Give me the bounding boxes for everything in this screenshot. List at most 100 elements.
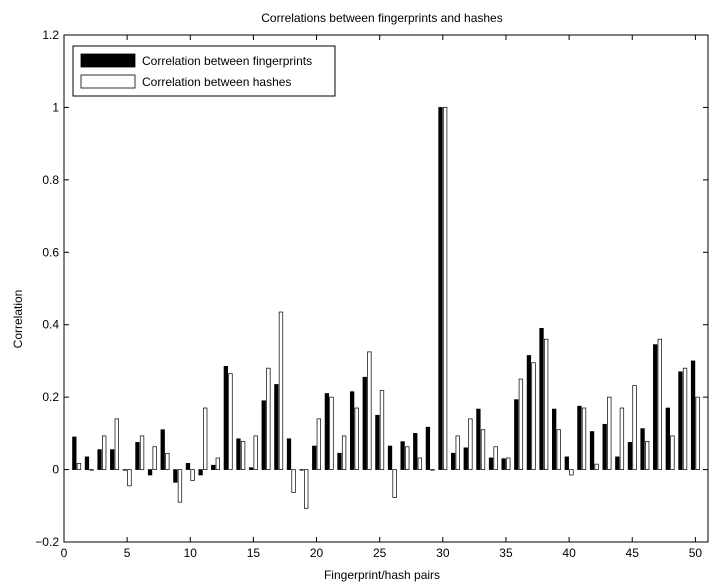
y-tick-label: 0.6 (42, 245, 59, 259)
plot-area: 0 5 10 15 20 25 30 35 40 45 50−0.200.20.40.60.811.… (35, 28, 709, 560)
y-axis-label: Correlation (11, 290, 25, 349)
bar-fingerprints (274, 384, 279, 470)
bar-hashes (442, 107, 448, 470)
bar-hashes (531, 362, 536, 470)
legend: Correlation between fingerprints Correlat… (72, 45, 336, 97)
bar-fingerprints (349, 391, 355, 470)
bar-fingerprints (425, 426, 431, 470)
bar-fingerprints (147, 469, 153, 476)
bar-hashes (670, 435, 675, 470)
bar-fingerprints (236, 438, 241, 470)
bar-fingerprints (324, 393, 330, 470)
bar-fingerprints (438, 107, 443, 470)
x-tick-label: 50 (689, 546, 703, 560)
bar-hashes (341, 435, 347, 470)
x-tick-label: 15 (247, 546, 261, 560)
bar-fingerprints (400, 441, 405, 470)
bar-fingerprints (362, 376, 367, 470)
bar-fingerprints (640, 428, 645, 470)
x-tick-label: 5 (124, 546, 131, 560)
bar-fingerprints (387, 445, 393, 470)
bar-fingerprints (198, 469, 203, 476)
bar-fingerprints (97, 449, 102, 470)
bar-hashes (152, 446, 157, 470)
bar-hashes (506, 457, 511, 470)
bar-fingerprints (286, 438, 292, 470)
bar-fingerprints (451, 452, 456, 470)
bar-fingerprints (312, 445, 317, 470)
bar-fingerprints (589, 431, 595, 470)
bar-hashes (632, 385, 637, 470)
y-tick-label: 0 (52, 463, 59, 477)
bar-hashes (405, 446, 410, 470)
bar-hashes (695, 396, 700, 470)
bar-fingerprints (577, 405, 582, 470)
bar-fingerprints (501, 458, 506, 470)
bar-fingerprints (539, 327, 544, 470)
bar-fingerprints (299, 469, 304, 471)
bar-fingerprints (337, 452, 342, 470)
bar-hashes (392, 469, 397, 498)
bar-fingerprints (488, 457, 494, 470)
legend-swatch-fingerprints (80, 53, 136, 68)
bar-hashes (127, 469, 132, 487)
y-tick-label: −0.2 (35, 535, 59, 549)
bar-hashes (190, 469, 195, 481)
x-tick-label: 35 (499, 546, 513, 560)
bar-hashes (493, 446, 498, 470)
bar-hashes (291, 469, 296, 493)
bar-hashes (430, 469, 435, 471)
x-axis-label: Fingerprint/hash pairs (324, 568, 440, 582)
bar-hashes (379, 390, 385, 470)
bar-fingerprints (615, 456, 620, 470)
bar-fingerprints (72, 436, 77, 470)
bar-fingerprints (678, 371, 683, 470)
bar-hashes (367, 351, 372, 470)
bar-fingerprints (526, 355, 532, 470)
bar-hashes (657, 338, 662, 470)
bar-hashes (304, 469, 309, 509)
bar-hashes (581, 407, 587, 470)
bar-fingerprints (564, 456, 569, 470)
y-tick-label: 0.4 (42, 318, 59, 332)
plot-frame (63, 34, 709, 543)
x-tick-label: 10 (184, 546, 198, 560)
bar-fingerprints (463, 447, 468, 470)
bar-fingerprints (514, 399, 519, 470)
x-tick-label: 45 (626, 546, 640, 560)
bar-hashes (203, 407, 208, 470)
bar-fingerprints (665, 407, 670, 470)
bar-fingerprints (185, 463, 191, 470)
bar-hashes (619, 407, 625, 470)
bar-fingerprints (261, 400, 266, 470)
bar-fingerprints (602, 423, 607, 470)
bar-fingerprints (413, 433, 418, 470)
chart-title: Correlations between fingerprints and ha… (261, 11, 502, 25)
bar-hashes (316, 418, 321, 470)
bar-fingerprints (627, 442, 633, 470)
x-tick-label: 25 (373, 546, 387, 560)
bar-hashes (228, 373, 233, 470)
x-tick-label: 30 (436, 546, 450, 560)
bar-hashes (480, 429, 486, 470)
bar-hashes (253, 435, 258, 470)
bar-hashes (569, 469, 574, 476)
bar-hashes (607, 396, 612, 470)
bar-hashes (468, 418, 473, 470)
bar-hashes (682, 367, 688, 470)
legend-swatch-hashes (80, 74, 136, 89)
bar-hashes (114, 418, 119, 470)
bar-hashes (278, 311, 284, 470)
bar-fingerprints (135, 442, 140, 470)
bar-hashes (329, 396, 334, 470)
bar-fingerprints (223, 366, 229, 470)
bar-fingerprints (211, 464, 216, 470)
bar-hashes (455, 435, 460, 470)
legend-label-fingerprints: Correlation between fingerprints (142, 54, 312, 68)
bar-hashes (240, 440, 246, 470)
bar-fingerprints (160, 429, 165, 470)
y-tick-label: 1 (52, 100, 59, 114)
x-tick-label: 40 (562, 546, 576, 560)
bar-fingerprints (375, 414, 380, 470)
